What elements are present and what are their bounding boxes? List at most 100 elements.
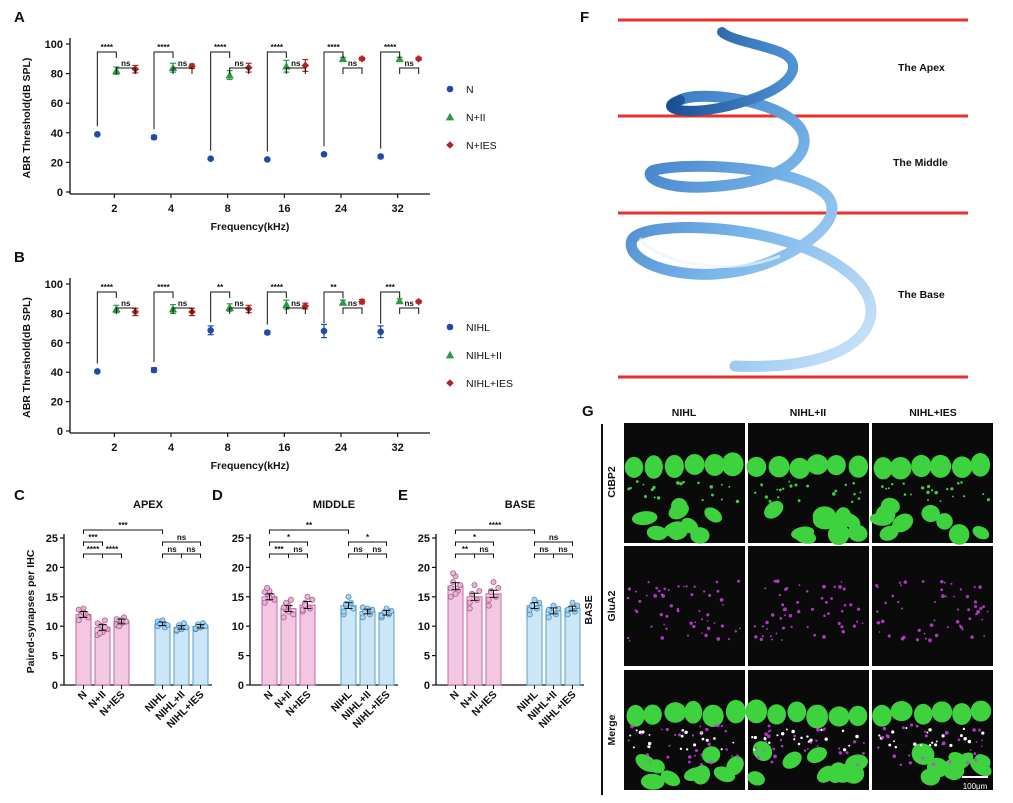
glua2-punctum [958, 624, 961, 627]
synapse-punctum [776, 734, 779, 737]
data-point [176, 622, 183, 628]
significance-label: * [473, 533, 477, 542]
glua2-punctum [700, 731, 703, 734]
glua2-punctum [891, 594, 895, 598]
y-tick-label: 5 [52, 651, 58, 663]
glua2-punctum [986, 610, 989, 613]
glua2-punctum [663, 623, 665, 626]
data-point [264, 585, 271, 591]
x-tick-label: 8 [225, 203, 231, 215]
y-tick-label: 5 [424, 651, 430, 663]
significance-label: ns [291, 299, 301, 308]
cell-nucleus [816, 765, 836, 783]
glua2-punctum [634, 609, 637, 611]
glua2-punctum [634, 590, 637, 593]
glua2-punctum [840, 625, 844, 629]
synapse-punctum [919, 744, 923, 747]
synapse-punctum [939, 500, 942, 503]
glua2-punctum [861, 622, 864, 625]
cell-nucleus [847, 524, 868, 542]
glua2-punctum [770, 613, 775, 617]
glua2-punctum [838, 751, 843, 755]
cell-nucleus [764, 500, 784, 519]
glua2-punctum [815, 739, 818, 742]
glua2-punctum [775, 632, 778, 635]
glua2-punctum [940, 588, 944, 592]
glua2-punctum [647, 580, 650, 584]
significance-label: ns [353, 545, 363, 554]
y-tick-label: 15 [232, 592, 244, 604]
y-tick-label: 60 [51, 98, 63, 110]
cell-nucleus [952, 703, 972, 725]
x-tick-label: 32 [392, 203, 404, 215]
glua2-punctum [970, 635, 974, 639]
synapse-punctum [927, 499, 930, 502]
glua2-punctum [805, 590, 809, 593]
glua2-punctum [666, 755, 670, 759]
significance-label: **** [271, 43, 284, 52]
synapse-punctum [962, 727, 966, 731]
glua2-punctum [841, 630, 846, 634]
tile-background [872, 423, 993, 543]
glua2-punctum [706, 626, 711, 631]
glua2-punctum [843, 603, 847, 607]
significance-bracket [367, 553, 387, 558]
significance-label: * [287, 533, 291, 542]
glua2-punctum [972, 728, 976, 732]
microscopy-image-grid: NIHL NIHL+II NIHL+IES BASE CtBP2 GluA2 M… [583, 407, 993, 795]
glua2-punctum [880, 619, 885, 624]
synapse-punctum [681, 728, 685, 732]
bar [154, 623, 171, 686]
glua2-punctum [849, 603, 853, 607]
cell-nucleus [942, 759, 965, 781]
data-point-nihl-ies [358, 297, 366, 306]
y-tick-label: 20 [51, 397, 63, 409]
synapse-punctum [679, 482, 683, 486]
synapse-punctum [764, 495, 769, 499]
glua2-punctum [838, 747, 841, 750]
synapse-punctum [647, 745, 651, 749]
y-tick-label: 40 [51, 367, 63, 379]
glua2-punctum [701, 632, 703, 634]
cell-nucleus [872, 704, 892, 727]
glua2-punctum [900, 584, 903, 587]
glua2-punctum [645, 594, 648, 597]
tile-background [624, 546, 745, 666]
glua2-punctum [626, 596, 630, 600]
synapse-punctum [647, 741, 652, 746]
data-point-n [377, 153, 384, 160]
cell-nucleus [646, 525, 668, 541]
significance-bracket [348, 553, 368, 558]
glua2-punctum [689, 621, 693, 625]
col-title-nihl: NIHL [672, 407, 697, 419]
glua2-punctum [967, 608, 971, 612]
x-tick-label: 24 [335, 442, 348, 454]
cell-nucleus [926, 757, 949, 778]
glua2-punctum [784, 587, 788, 591]
legend-marker [445, 350, 455, 359]
significance-label: ns [186, 545, 196, 554]
synapse-punctum [850, 500, 854, 504]
glua2-punctum [700, 762, 704, 766]
significance-bracket [269, 541, 308, 546]
glua2-punctum [713, 622, 716, 624]
data-point-nihl [320, 327, 328, 335]
significance-bracket [380, 291, 401, 324]
glua2-punctum [915, 724, 919, 728]
synapse-punctum [950, 487, 954, 491]
significance-bracket [96, 291, 117, 364]
glua2-punctum [716, 724, 720, 728]
glua2-punctum [761, 625, 764, 628]
data-point [552, 611, 559, 618]
significance-bracket [534, 541, 573, 546]
synapse-punctum [693, 743, 697, 747]
glua2-punctum [921, 580, 925, 583]
synapse-punctum [685, 748, 689, 751]
glua2-punctum [719, 597, 724, 602]
significance-label: ** [330, 283, 337, 292]
significance-label: **** [101, 43, 114, 52]
significance-bracket [229, 67, 250, 74]
data-point [457, 582, 464, 588]
chart-title: MIDDLE [313, 499, 355, 511]
bar [192, 625, 209, 686]
